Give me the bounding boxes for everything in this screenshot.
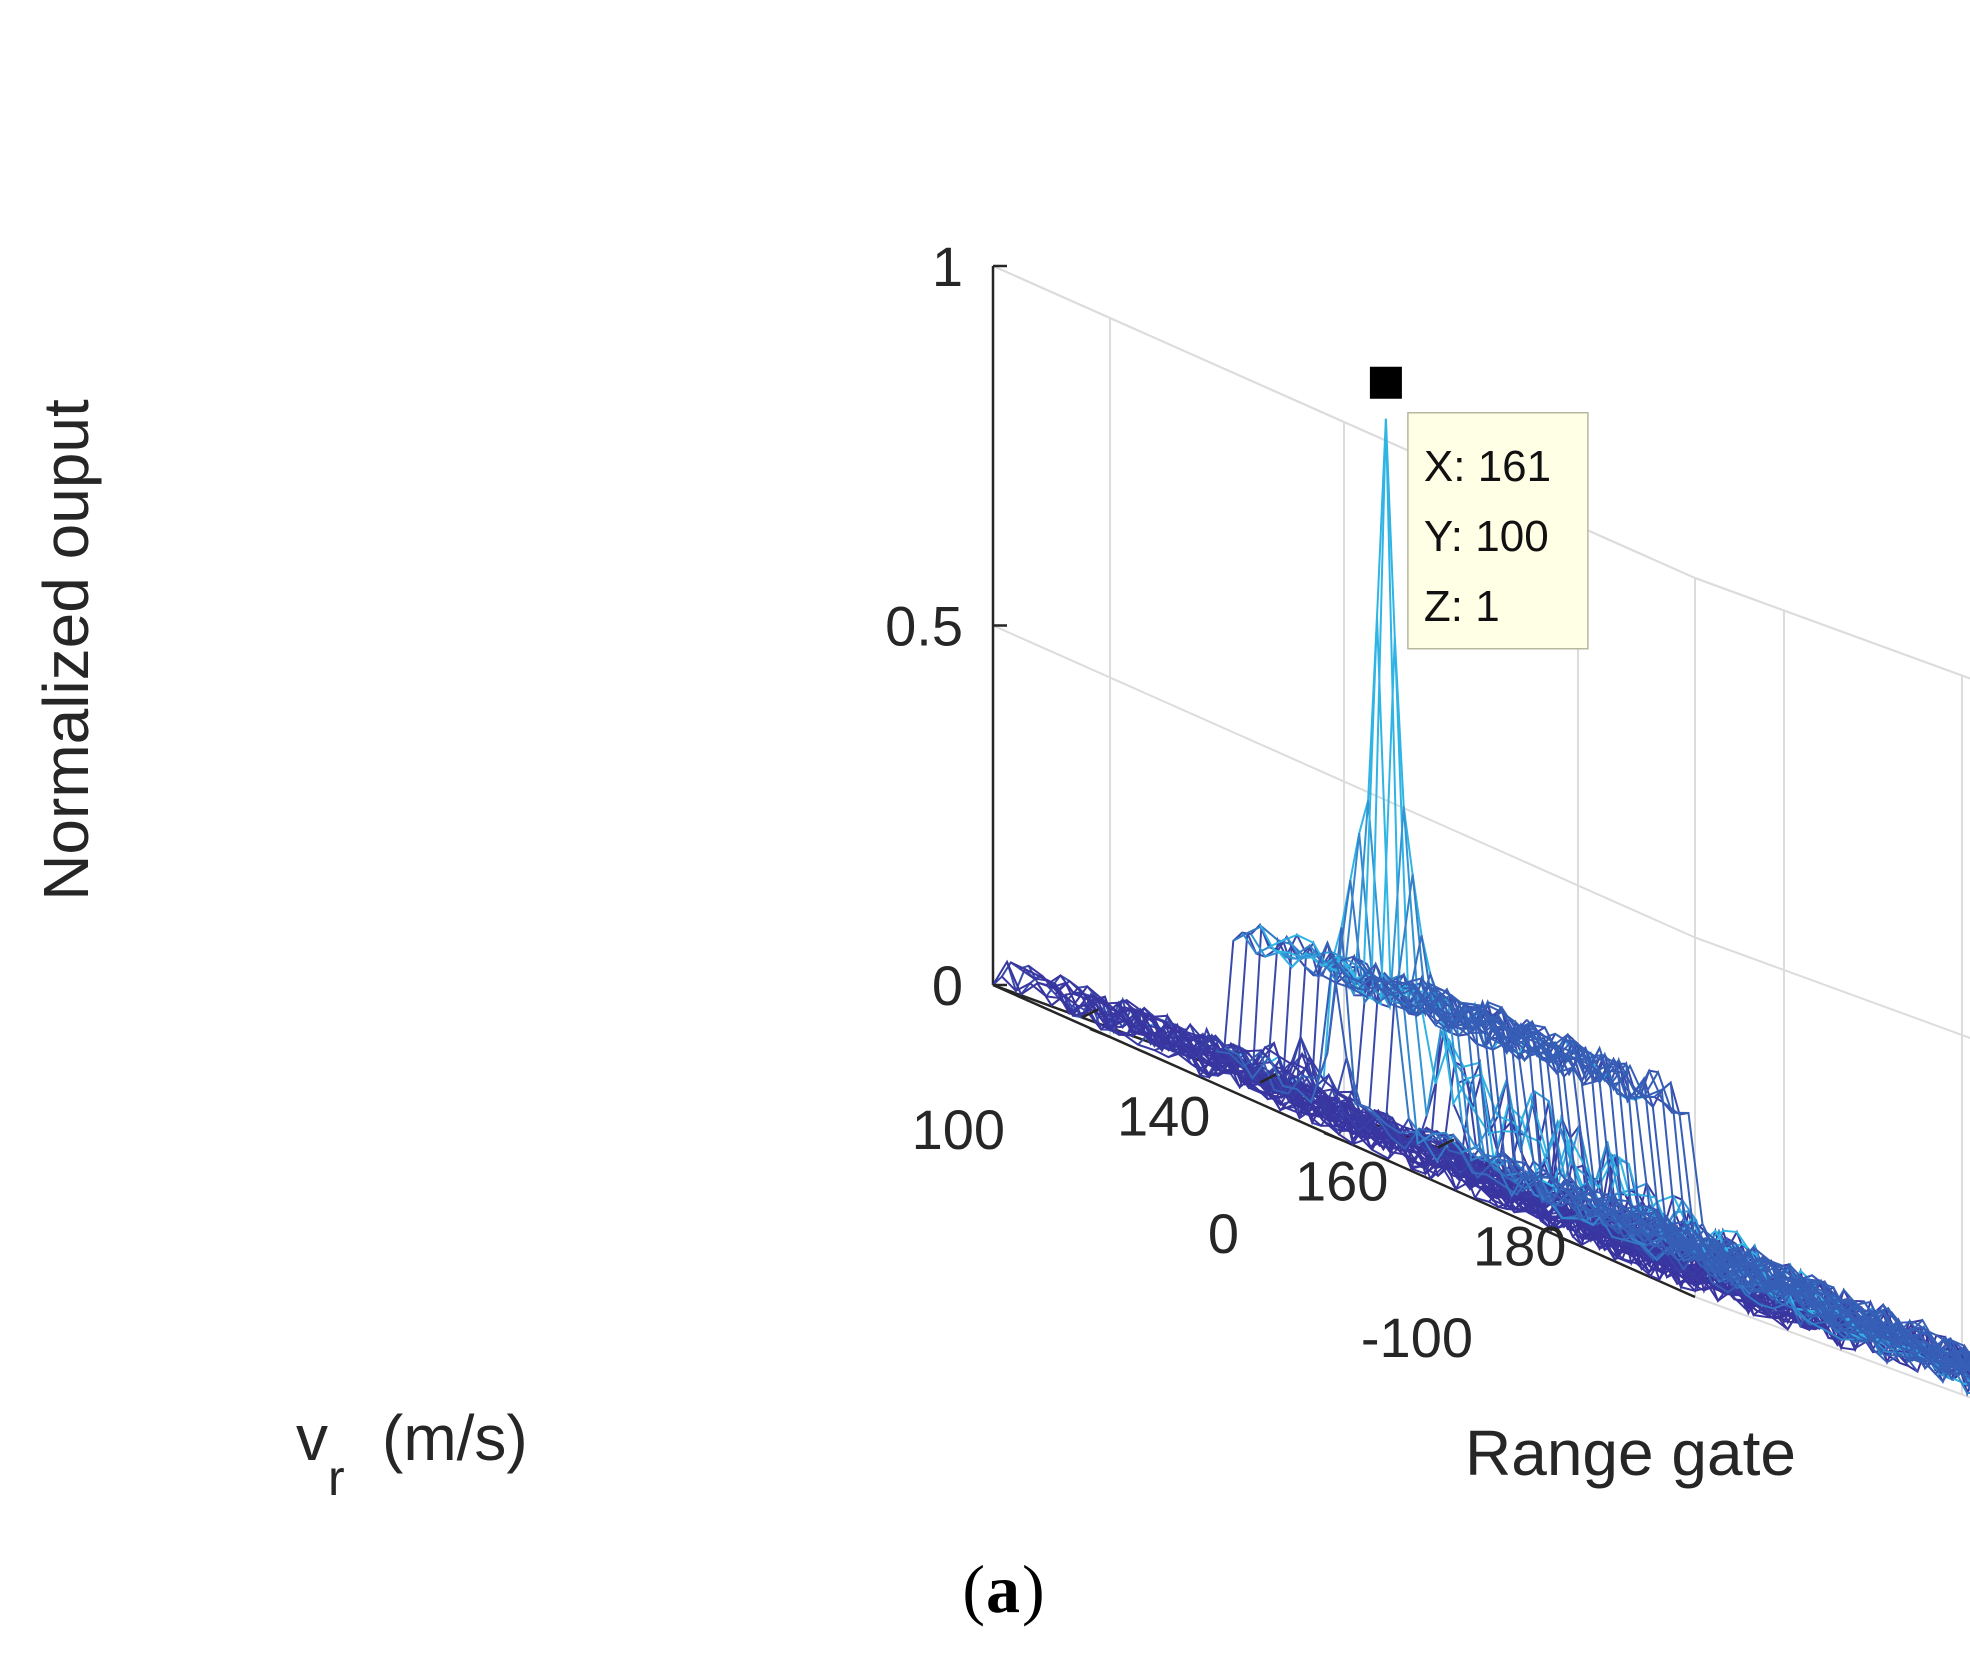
z-tick-label: 1: [932, 235, 963, 298]
tick-layer: 0 0.5 1 -100 0 100 140 160 180: [885, 235, 1579, 1369]
x-tick-label: 160: [1295, 1150, 1388, 1213]
data-tip-y: Y: 100: [1424, 512, 1549, 561]
mesh-column: [1526, 1019, 1970, 1369]
x-tick-mark: [1081, 1008, 1099, 1019]
caption-close-paren: ): [1022, 1551, 1045, 1627]
mesh-column: [1223, 927, 1927, 1350]
y-axis-label: v r (m/s): [296, 1402, 528, 1506]
y-axis-label-subscript: r: [328, 1450, 345, 1506]
y-axis-label-base: v: [296, 1402, 328, 1474]
grid-layer: [992, 265, 1970, 1399]
x-tick-mark: [1259, 1073, 1277, 1084]
figure-caption: ( a ): [962, 1551, 1044, 1627]
y-tick-mark: [1557, 1235, 1579, 1247]
y-tick-label: 100: [912, 1098, 1005, 1161]
y-tick-mark: [1323, 1131, 1345, 1143]
x-tick-label: 140: [1117, 1085, 1210, 1148]
mesh-column: [1365, 963, 1970, 1381]
mesh-column: [1481, 1001, 1970, 1379]
z-axis-label: Normalized ouput: [30, 399, 102, 901]
x-tick-label: 180: [1473, 1215, 1566, 1278]
mesh-column: [1241, 833, 1946, 1376]
mesh-column: [1508, 1027, 1970, 1373]
mesh-column: [1402, 986, 1970, 1374]
data-tip-box: [1407, 412, 1589, 650]
surface-mesh: [992, 418, 1970, 1397]
z-tick-label: 0: [932, 954, 963, 1017]
x-tick-mark: [1437, 1138, 1455, 1149]
y-tick-label: -100: [1361, 1306, 1473, 1369]
z-tick-label: 0.5: [885, 595, 963, 658]
mesh-column: [1499, 1007, 1970, 1371]
caption-open-paren: (: [962, 1551, 985, 1627]
data-tip[interactable]: X: 161 Y: 100 Z: 1: [1369, 366, 1589, 650]
y-axis-label-units: (m/s): [382, 1402, 528, 1474]
mesh-column: [1437, 1002, 1970, 1360]
data-tip-marker: [1369, 366, 1402, 399]
mesh-column: [1517, 1020, 1970, 1378]
data-tip-x: X: 161: [1424, 442, 1551, 491]
caption-label: a: [986, 1551, 1020, 1627]
y-tick-mark: [1089, 1027, 1111, 1039]
y-tick-label: 0: [1208, 1202, 1239, 1265]
data-tip-z: Z: 1: [1424, 582, 1500, 631]
x-axis-label: Range gate: [1465, 1417, 1796, 1489]
